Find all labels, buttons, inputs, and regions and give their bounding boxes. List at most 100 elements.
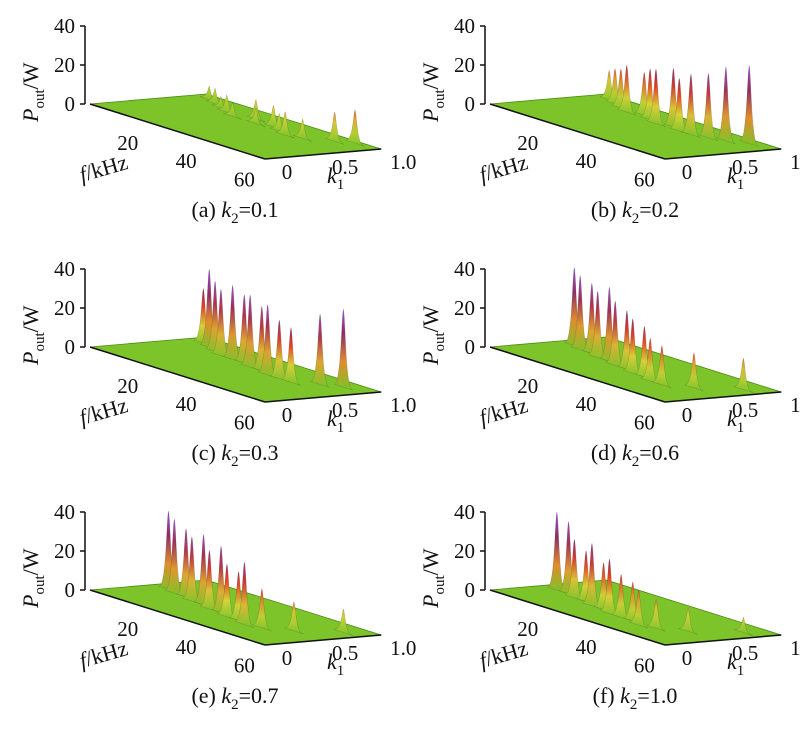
f-axis-line xyxy=(89,589,266,646)
f-tick-label: 40 xyxy=(576,392,597,416)
surface-peak xyxy=(684,352,704,391)
surface-peak xyxy=(698,72,718,141)
f-axis-label: f/kHz xyxy=(76,149,130,187)
k1-tick-label: 0.5 xyxy=(732,155,758,179)
k1-tick-label: 1.0 xyxy=(390,636,416,660)
f-tick-label: 20 xyxy=(117,131,138,155)
k1-tick-label: 1.0 xyxy=(790,150,800,174)
k1-axis-line xyxy=(264,148,382,160)
z-axis-label: Pout/W xyxy=(18,305,48,366)
surface-peak xyxy=(716,66,736,145)
k1-axis-label: k1 xyxy=(727,649,744,679)
z-tick-label: 40 xyxy=(454,14,475,38)
z-axis-label: Pout/W xyxy=(418,548,448,609)
surface-plot: 40 20 0 20 40 60 0 0.5 1.0 Pout/W f/kHz k1 (e) k2=0.… xyxy=(18,500,416,713)
z-tick-label: 40 xyxy=(454,257,475,281)
panel-caption: (c) k2=0.3 xyxy=(191,440,278,470)
surface-peak xyxy=(605,300,625,369)
z-axis-label: Pout/W xyxy=(418,62,448,123)
f-axis-label: f/kHz xyxy=(476,149,530,187)
k1-tick-label: 1.0 xyxy=(790,393,800,417)
z-tick-label: 40 xyxy=(454,500,475,524)
z-axis-label: Pout/W xyxy=(418,305,448,366)
k1-tick-label: 0 xyxy=(682,403,693,427)
f-tick-label: 20 xyxy=(517,617,538,641)
panel-e: 40 20 0 20 40 60 0 0.5 1.0 Pout/W f/kHz k1 (e) k2=0.… xyxy=(0,486,416,729)
k1-axis-label: k1 xyxy=(727,406,744,436)
z-tick-label: 20 xyxy=(454,53,475,77)
surface-peak xyxy=(310,313,330,388)
surface-peak xyxy=(646,598,666,632)
f-axis-line xyxy=(489,103,666,160)
f-tick-label: 40 xyxy=(176,635,197,659)
z-tick-label: 20 xyxy=(54,53,75,77)
surface-peak xyxy=(333,308,353,391)
z-tick-label: 0 xyxy=(465,335,476,359)
k1-tick-label: 1.0 xyxy=(790,636,800,660)
k1-axis-label: k1 xyxy=(327,406,344,436)
surface-peak xyxy=(252,588,272,631)
z-tick-label: 0 xyxy=(65,578,76,602)
surface-plot: 40 20 0 20 40 60 0 0.5 1.0 Pout/W f/kHz k1 (a) k2=0.… xyxy=(18,14,416,227)
surface-peak xyxy=(345,109,365,147)
z-tick-label: 20 xyxy=(454,539,475,563)
k1-tick-label: 0.5 xyxy=(332,641,358,665)
f-tick-label: 20 xyxy=(117,617,138,641)
z-tick-label: 0 xyxy=(65,92,76,116)
k1-axis-line xyxy=(264,634,382,646)
panel-caption: (d) k2=0.6 xyxy=(591,440,679,470)
surface-peak xyxy=(678,607,698,635)
z-tick-label: 0 xyxy=(465,578,476,602)
f-tick-label: 20 xyxy=(117,374,138,398)
surface-plot: 40 20 0 20 40 60 0 0.5 1.0 Pout/W f/kHz k1 (d) k2=0.… xyxy=(418,257,800,470)
f-tick-label: 60 xyxy=(234,410,255,434)
surface-peak xyxy=(223,101,243,120)
surface-peak xyxy=(582,542,602,609)
k1-tick-label: 0.5 xyxy=(732,398,758,422)
surface-peak xyxy=(284,600,304,634)
surface-peak xyxy=(646,68,666,127)
f-axis-line xyxy=(89,346,266,403)
z-tick-label: 40 xyxy=(54,14,75,38)
f-tick-label: 60 xyxy=(634,410,655,434)
z-axis-label: Pout/W xyxy=(18,62,48,123)
surface-peak xyxy=(739,64,759,147)
k1-axis-label: k1 xyxy=(327,163,344,193)
k1-tick-label: 0.5 xyxy=(332,398,358,422)
k1-tick-label: 0 xyxy=(282,403,293,427)
surface-peak xyxy=(234,561,254,628)
panel-a: 40 20 0 20 40 60 0 0.5 1.0 Pout/W f/kHz k1 (a) k2=0.… xyxy=(0,0,416,243)
k1-axis-label: k1 xyxy=(327,649,344,679)
panel-caption: (b) k2=0.2 xyxy=(591,197,679,227)
surface-peak xyxy=(547,511,567,594)
surface-peak xyxy=(275,111,295,139)
k1-tick-label: 0 xyxy=(282,160,293,184)
surface-peak xyxy=(681,73,701,138)
z-axis-label: Pout/W xyxy=(18,548,48,609)
surface-peak xyxy=(246,107,266,127)
f-tick-label: 40 xyxy=(176,392,197,416)
f-axis-label: f/kHz xyxy=(476,392,530,430)
panel-caption: (e) k2=0.7 xyxy=(191,683,278,713)
panel-f: 40 20 0 20 40 60 0 0.5 1.0 Pout/W f/kHz k1 (f) k2=1.… xyxy=(400,486,800,729)
surface-peak xyxy=(281,327,301,386)
z-tick-label: 0 xyxy=(65,335,76,359)
surface-plot: 40 20 0 20 40 60 0 0.5 1.0 Pout/W f/kHz k1 (f) k2=1.… xyxy=(418,500,800,713)
k1-tick-label: 0.5 xyxy=(332,155,358,179)
surface-peak xyxy=(334,608,353,636)
z-tick-label: 40 xyxy=(54,500,75,524)
f-axis-line xyxy=(489,346,666,403)
surface-peak xyxy=(325,111,345,145)
f-tick-label: 20 xyxy=(517,131,538,155)
panel-caption: (a) k2=0.1 xyxy=(191,197,278,227)
f-tick-label: 60 xyxy=(634,167,655,191)
f-axis-label: f/kHz xyxy=(476,635,530,673)
f-axis-line xyxy=(89,103,266,160)
surface-plot: 40 20 0 20 40 60 0 0.5 1.0 Pout/W f/kHz k1 (b) k2=0.… xyxy=(418,14,800,227)
panel-d: 40 20 0 20 40 60 0 0.5 1.0 Pout/W f/kHz k1 (d) k2=0.… xyxy=(400,243,800,486)
k1-axis-line xyxy=(664,391,782,403)
f-axis-label: f/kHz xyxy=(76,392,130,430)
f-axis-label: f/kHz xyxy=(76,635,130,673)
surface-peak xyxy=(734,616,753,636)
